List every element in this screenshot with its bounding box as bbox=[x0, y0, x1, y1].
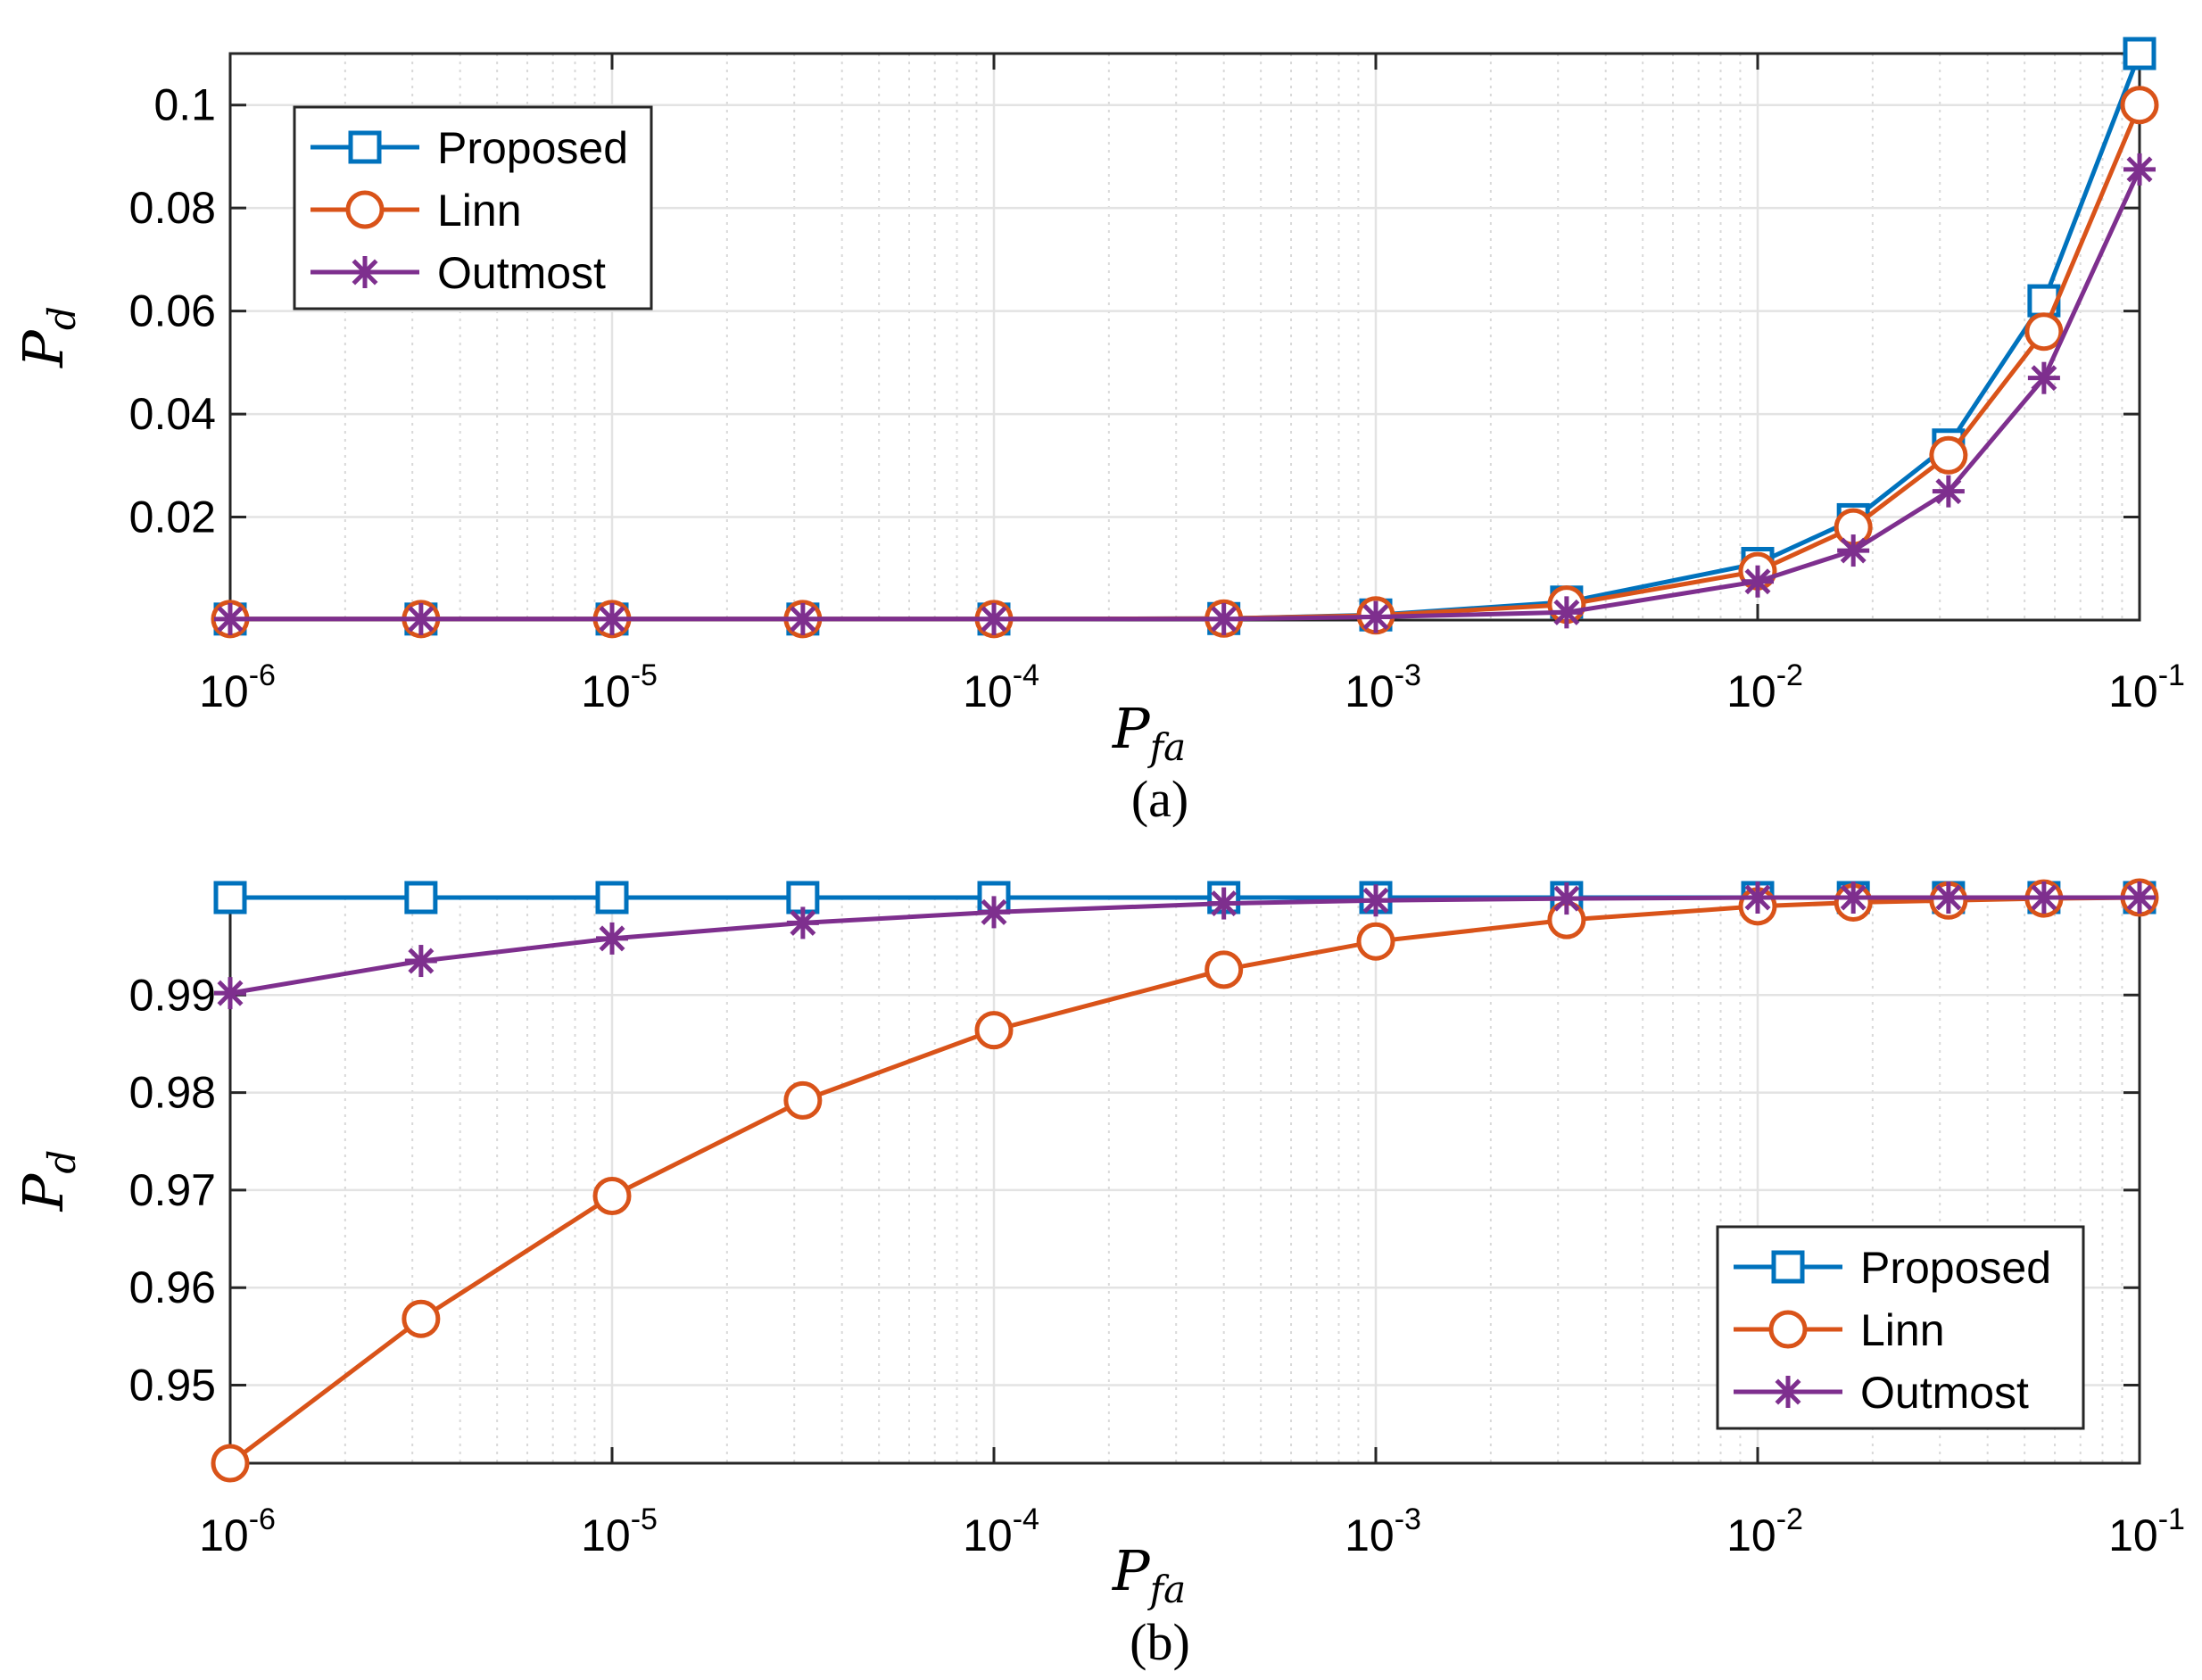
data-point-outmost bbox=[2123, 881, 2156, 914]
y-tick-label: 0.08 bbox=[129, 183, 216, 233]
legend-label: Proposed bbox=[437, 123, 628, 173]
data-point-outmost bbox=[2027, 881, 2060, 914]
series-outmost-b bbox=[214, 881, 2156, 1010]
y-tick-label: 0.95 bbox=[129, 1361, 216, 1411]
x-tick-label: 10-1 bbox=[2108, 1502, 2185, 1560]
legend-label: Proposed bbox=[1860, 1243, 2051, 1293]
legend-item-linn: Linn bbox=[310, 186, 522, 236]
data-point-outmost bbox=[1550, 596, 1583, 629]
legend-marker bbox=[1772, 1376, 1804, 1408]
y-tick-label: 0.06 bbox=[129, 286, 216, 336]
data-point-outmost bbox=[2123, 153, 2156, 186]
data-point-linn bbox=[2024, 312, 2064, 352]
data-point-proposed bbox=[595, 881, 629, 914]
x-tick-label: 10-2 bbox=[1726, 1502, 1803, 1560]
series-outmost-a bbox=[214, 153, 2156, 635]
chart-b-caption: (b) bbox=[1130, 1613, 1190, 1671]
data-point-outmost bbox=[404, 602, 437, 635]
data-point-outmost bbox=[786, 602, 819, 635]
data-point-linn bbox=[783, 1080, 823, 1120]
x-tick-label: 10-3 bbox=[1345, 658, 1421, 716]
data-point-linn bbox=[1356, 922, 1395, 961]
legend-item-proposed: Proposed bbox=[310, 123, 628, 173]
data-point-linn bbox=[211, 1444, 250, 1483]
legend-b: Proposed Linn Outmost bbox=[1716, 1225, 2085, 1430]
legend-item-outmost: Outmost bbox=[310, 248, 606, 298]
data-point-outmost bbox=[596, 922, 628, 955]
x-axis-label-a: Pfa bbox=[1112, 696, 1186, 769]
x-tick-label: 10-4 bbox=[963, 658, 1039, 716]
data-point-outmost bbox=[1837, 881, 1870, 914]
chart-a: 10-6 10-5 10-4 10-3 10-2 10-1 0.02 0.04 0.06 0.08… bbox=[11, 37, 2185, 828]
legend-label: Linn bbox=[1860, 1305, 1945, 1355]
x-tick-label: 10-6 bbox=[199, 658, 276, 716]
legend-label: Outmost bbox=[437, 248, 606, 298]
data-point-proposed bbox=[404, 881, 438, 914]
data-point-proposed bbox=[2123, 37, 2156, 70]
y-tick-label: 0.04 bbox=[129, 389, 216, 439]
data-point-linn bbox=[401, 1299, 441, 1338]
y-tick-label: 0.98 bbox=[129, 1068, 216, 1118]
data-point-linn bbox=[592, 1176, 632, 1215]
x-tick-label: 10-2 bbox=[1726, 658, 1803, 716]
grid-b bbox=[228, 898, 2141, 1463]
x-tick-label: 10-6 bbox=[199, 1502, 276, 1560]
chart-a-caption: (a) bbox=[1131, 770, 1188, 828]
data-point-outmost bbox=[786, 906, 819, 939]
data-point-linn bbox=[1929, 435, 1968, 475]
data-point-outmost bbox=[1742, 565, 1774, 598]
legend-marker bbox=[348, 130, 382, 164]
legend-marker bbox=[349, 256, 381, 288]
legend-item-linn: Linn bbox=[1734, 1305, 1945, 1355]
legend-marker bbox=[1771, 1250, 1805, 1284]
legend-label: Linn bbox=[437, 186, 522, 236]
legend-marker bbox=[345, 190, 385, 229]
legend-a: Proposed Linn Outmost bbox=[293, 105, 653, 310]
x-tick-label: 10-3 bbox=[1345, 1502, 1421, 1560]
data-point-outmost bbox=[1932, 475, 1965, 508]
data-point-outmost bbox=[1207, 602, 1240, 635]
legend-marker bbox=[1768, 1310, 1808, 1349]
y-axis-label-b: Pd bbox=[11, 1150, 84, 1212]
x-tick-label: 10-5 bbox=[581, 658, 658, 716]
chart-b: 10-6 10-5 10-4 10-3 10-2 10-1 0.95 0.96 0.97 0.98… bbox=[11, 878, 2185, 1671]
x-axis-label-b: Pfa bbox=[1112, 1538, 1186, 1611]
data-point-linn bbox=[974, 1011, 1014, 1050]
x-tick-label: 10-1 bbox=[2108, 658, 2185, 716]
data-point-outmost bbox=[214, 977, 246, 1010]
data-point-outmost bbox=[2027, 361, 2060, 394]
x-tick-label: 10-4 bbox=[963, 1502, 1039, 1560]
data-point-outmost bbox=[596, 602, 628, 635]
data-point-outmost bbox=[1837, 534, 1870, 567]
y-tick-label: 0.96 bbox=[129, 1262, 216, 1312]
grid-a bbox=[228, 54, 2141, 620]
y-axis-label-a: Pd bbox=[11, 306, 84, 368]
y-tick-label: 0.99 bbox=[129, 970, 216, 1020]
legend-item-proposed: Proposed bbox=[1734, 1243, 2051, 1293]
data-point-outmost bbox=[1360, 884, 1392, 917]
data-point-outmost bbox=[214, 602, 246, 635]
y-tick-label: 0.02 bbox=[129, 492, 216, 542]
data-point-outmost bbox=[1742, 881, 1774, 914]
x-tick-label: 10-5 bbox=[581, 1502, 658, 1560]
legend-label: Outmost bbox=[1860, 1368, 2029, 1418]
data-point-proposed bbox=[213, 881, 247, 914]
data-point-linn bbox=[2120, 86, 2159, 125]
legend-item-outmost: Outmost bbox=[1734, 1368, 2029, 1418]
data-point-outmost bbox=[1207, 887, 1240, 920]
data-point-outmost bbox=[1550, 882, 1583, 915]
data-point-outmost bbox=[978, 602, 1010, 635]
y-tick-label: 0.97 bbox=[129, 1165, 216, 1215]
data-point-outmost bbox=[1360, 600, 1392, 633]
y-tick-label: 0.1 bbox=[153, 80, 216, 130]
data-point-outmost bbox=[404, 945, 437, 978]
data-point-outmost bbox=[1932, 881, 1965, 914]
data-point-outmost bbox=[978, 896, 1010, 929]
data-point-linn bbox=[1204, 950, 1244, 989]
